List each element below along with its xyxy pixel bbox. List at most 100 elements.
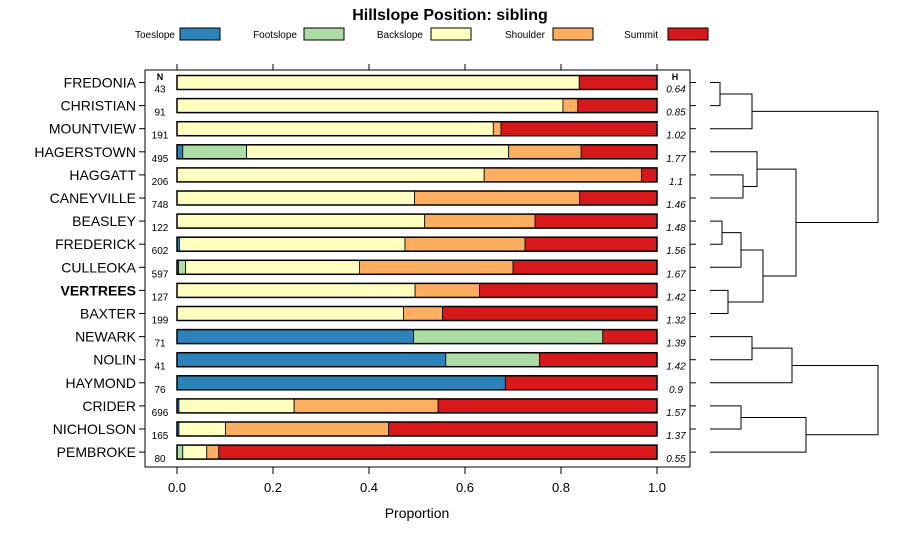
legend-swatch-backslope [430, 27, 472, 41]
top-axis-ticks [176, 64, 658, 70]
bar-segment-mountview-summit [500, 121, 658, 137]
x-tick-label-0: 0.0 [168, 480, 186, 495]
bar-segment-culleoka-footslope [178, 259, 187, 275]
bar-segment-caneyville-summit [579, 190, 658, 206]
bar-segment-nicholson-shoulder [225, 421, 390, 437]
bar-outline-hagerstown [176, 144, 658, 160]
h-value-newark: 1.39 [666, 339, 686, 350]
bar-segment-mountview-backslope [176, 121, 494, 137]
n-value-haggatt: 206 [152, 177, 169, 188]
bar-segment-frederick-backslope [178, 236, 406, 252]
row-label-hagerstown: HAGERSTOWN [34, 144, 136, 160]
bar-segment-pembroke-shoulder [206, 444, 220, 460]
row-label-pembroke: PEMBROKE [57, 444, 136, 460]
bar-segment-culleoka-shoulder [358, 259, 514, 275]
bar-segment-beasley-summit [534, 213, 658, 229]
dendro-link-vertrees-baxter [710, 289, 729, 314]
bar-segment-baxter-shoulder [403, 306, 443, 321]
bar-segment-newark-toeslope [176, 329, 415, 345]
legend-label-footslope: Footslope [253, 30, 297, 41]
bar-segment-newark-footslope [413, 329, 604, 345]
row-haymond: HAYMOND 76 0.9 [65, 375, 696, 396]
h-value-vertrees: 1.42 [666, 292, 686, 303]
row-culleoka: CULLEOKA 597 1.67 [61, 259, 696, 280]
bar-segment-haymond-toeslope [176, 375, 506, 391]
bar-segment-vertrees-summit [478, 282, 658, 298]
h-value-crider: 1.57 [666, 408, 686, 419]
legend-swatch-toeslope [179, 27, 221, 41]
row-pembroke: PEMBROKE 80 0.55 [57, 444, 696, 465]
bar-segment-vertrees-backslope [176, 282, 416, 298]
dendro-link-pembroke [710, 416, 807, 453]
bar-segment-hagerstown-footslope [182, 144, 247, 160]
h-value-nicholson: 1.37 [666, 431, 686, 442]
row-label-beasley: BEASLEY [72, 213, 136, 229]
dendro-link-crider-nicholson [710, 405, 742, 430]
bar-segment-culleoka-backslope [185, 259, 360, 275]
legend-swatch-summit [667, 27, 709, 41]
h-value-hagerstown: 1.77 [666, 154, 686, 165]
h-value-caneyville: 1.46 [666, 200, 686, 211]
h-value-culleoka: 1.67 [666, 269, 686, 280]
x-tick-label-2: 0.4 [360, 480, 378, 495]
bar-segment-baxter-backslope [176, 306, 404, 321]
row-nicholson: NICHOLSON 165 1.37 [53, 421, 696, 442]
bar-outline-beasley [176, 213, 658, 229]
bar-segment-nolin-summit [539, 352, 658, 368]
bar-outline-baxter [176, 305, 658, 322]
bar-segment-pembroke-summit [218, 444, 658, 460]
legend-swatch-footslope [303, 27, 345, 41]
bar-segment-frederick-summit [524, 236, 658, 252]
bar-outline-nicholson [176, 421, 658, 437]
bar-segment-christian-backslope [176, 98, 564, 113]
bar-outline-nolin [176, 351, 658, 368]
h-value-mountview: 1.02 [666, 131, 686, 142]
legend-label-shoulder: Shoulder [505, 30, 546, 41]
row-label-crider: CRIDER [82, 398, 136, 414]
h-column-header: H [672, 72, 679, 82]
bar-segment-beasley-shoulder [424, 213, 536, 229]
bar-outline-culleoka [176, 259, 658, 276]
n-value-christian: 91 [154, 108, 166, 119]
dendro-link-hagerstown [710, 151, 758, 187]
bar-segment-haymond-summit [504, 375, 658, 391]
bar-segment-nolin-toeslope [176, 352, 447, 368]
dendrogram [710, 82, 879, 453]
n-value-mountview: 191 [152, 131, 169, 142]
bar-segment-christian-summit [577, 98, 658, 113]
bar-segment-crider-backslope [178, 398, 295, 414]
x-tick-label-3: 0.6 [456, 480, 474, 495]
bar-segment-beasley-backslope [176, 213, 426, 229]
dendro-link-haymond [710, 347, 793, 384]
bar-outline-fredonia [176, 74, 658, 91]
h-value-christian: 0.85 [666, 108, 686, 119]
bar-segment-culleoka-summit [512, 259, 658, 275]
n-value-baxter: 199 [152, 316, 169, 327]
legend-label-summit: Summit [624, 30, 658, 41]
n-value-nicholson: 165 [152, 431, 169, 442]
bar-outline-christian [176, 97, 658, 114]
dendro-link-haggatt-caneyville [710, 174, 744, 199]
x-axis: 0.0 0.2 0.4 0.6 0.8 1.0 [168, 467, 666, 495]
dendro-link-upper [752, 110, 879, 224]
row-christian: CHRISTIAN 91 0.85 [61, 98, 696, 119]
bar-segment-newark-summit [602, 329, 658, 345]
bar-segment-hagerstown-backslope [246, 144, 510, 160]
dendro-link-beasley-frederick [710, 220, 723, 245]
h-value-fredonia: 0.64 [666, 85, 686, 96]
bar-segment-fredonia-backslope [176, 75, 580, 90]
bar-segment-mountview-shoulder [492, 121, 502, 137]
bar-segment-hagerstown-summit [580, 144, 658, 160]
bar-outline-haggatt [176, 167, 658, 183]
legend-label-backslope: Backslope [377, 30, 424, 41]
legend-label-toeslope: Toeslope [135, 30, 175, 41]
n-value-newark: 71 [154, 339, 166, 350]
row-mountview: MOUNTVIEW 191 1.02 [49, 121, 696, 142]
bar-segment-nolin-footslope [445, 352, 540, 368]
h-value-baxter: 1.32 [666, 316, 686, 327]
x-axis-label: Proportion [385, 505, 450, 521]
bar-segment-pembroke-footslope [176, 444, 184, 460]
bar-segment-baxter-summit [442, 306, 658, 321]
row-label-mountview: MOUNTVIEW [49, 121, 137, 137]
dendro-link-mountview [710, 93, 753, 130]
